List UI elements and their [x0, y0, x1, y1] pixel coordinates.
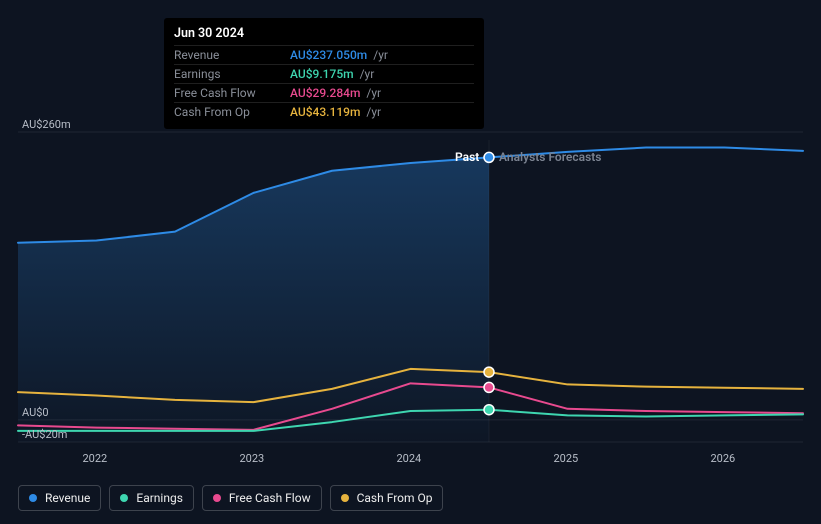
x-axis-tick: 2025 — [554, 452, 579, 465]
hover-tooltip: Jun 30 2024 RevenueAU$237.050m/yrEarning… — [164, 18, 484, 129]
financial-chart: AU$260m AU$0 -AU$20m 2022 2023 2024 2025 202… — [0, 0, 821, 524]
tooltip-row-label: Revenue — [174, 48, 284, 62]
tooltip-row-unit: /yr — [366, 86, 381, 100]
legend-dot — [29, 494, 37, 502]
y-axis-label-zero: AU$0 — [22, 406, 49, 419]
legend-dot — [213, 494, 221, 502]
x-axis-tick: 2023 — [240, 452, 265, 465]
past-label: Past — [455, 150, 479, 164]
legend-label: Revenue — [45, 491, 90, 505]
legend: Revenue Earnings Free Cash Flow Cash From O… — [18, 485, 443, 511]
tooltip-row: Free Cash Flow AU$29.284m/yr — [174, 83, 474, 102]
y-axis-label-min: -AU$20m — [22, 428, 67, 441]
y-axis-label-max: AU$260m — [22, 118, 71, 131]
tooltip-row-label: Free Cash Flow — [174, 86, 284, 100]
legend-item-revenue[interactable]: Revenue — [18, 485, 101, 511]
legend-dot — [341, 494, 349, 502]
legend-item-earnings[interactable]: Earnings — [109, 485, 194, 511]
legend-label: Free Cash Flow — [229, 491, 311, 505]
tooltip-row-value: AU$9.175m — [290, 67, 354, 81]
legend-item-cash-from-op[interactable]: Cash From Op — [330, 485, 444, 511]
tooltip-row: Earnings AU$9.175m/yr — [174, 64, 474, 83]
tooltip-row-unit: /yr — [373, 48, 388, 62]
tooltip-row-unit: /yr — [366, 105, 381, 119]
x-axis-tick: 2026 — [711, 452, 736, 465]
x-axis-tick: 2024 — [397, 452, 422, 465]
tooltip-row-unit: /yr — [360, 67, 375, 81]
legend-dot — [120, 494, 128, 502]
tooltip-row: Cash From Op AU$43.119m/yr — [174, 102, 474, 121]
tooltip-row: Revenue AU$237.050m/yr — [174, 45, 474, 64]
tooltip-row-label: Earnings — [174, 67, 284, 81]
x-axis-tick: 2022 — [83, 452, 108, 465]
tooltip-row-value: AU$29.284m — [290, 86, 360, 100]
legend-item-free-cash-flow[interactable]: Free Cash Flow — [202, 485, 322, 511]
tooltip-row-label: Cash From Op — [174, 105, 284, 119]
tooltip-row-value: AU$43.119m — [290, 105, 360, 119]
tooltip-title: Jun 30 2024 — [174, 26, 474, 41]
legend-label: Earnings — [136, 491, 183, 505]
legend-label: Cash From Op — [357, 491, 433, 505]
forecast-label: Analysts Forecasts — [499, 150, 601, 164]
tooltip-row-value: AU$237.050m — [290, 48, 367, 62]
